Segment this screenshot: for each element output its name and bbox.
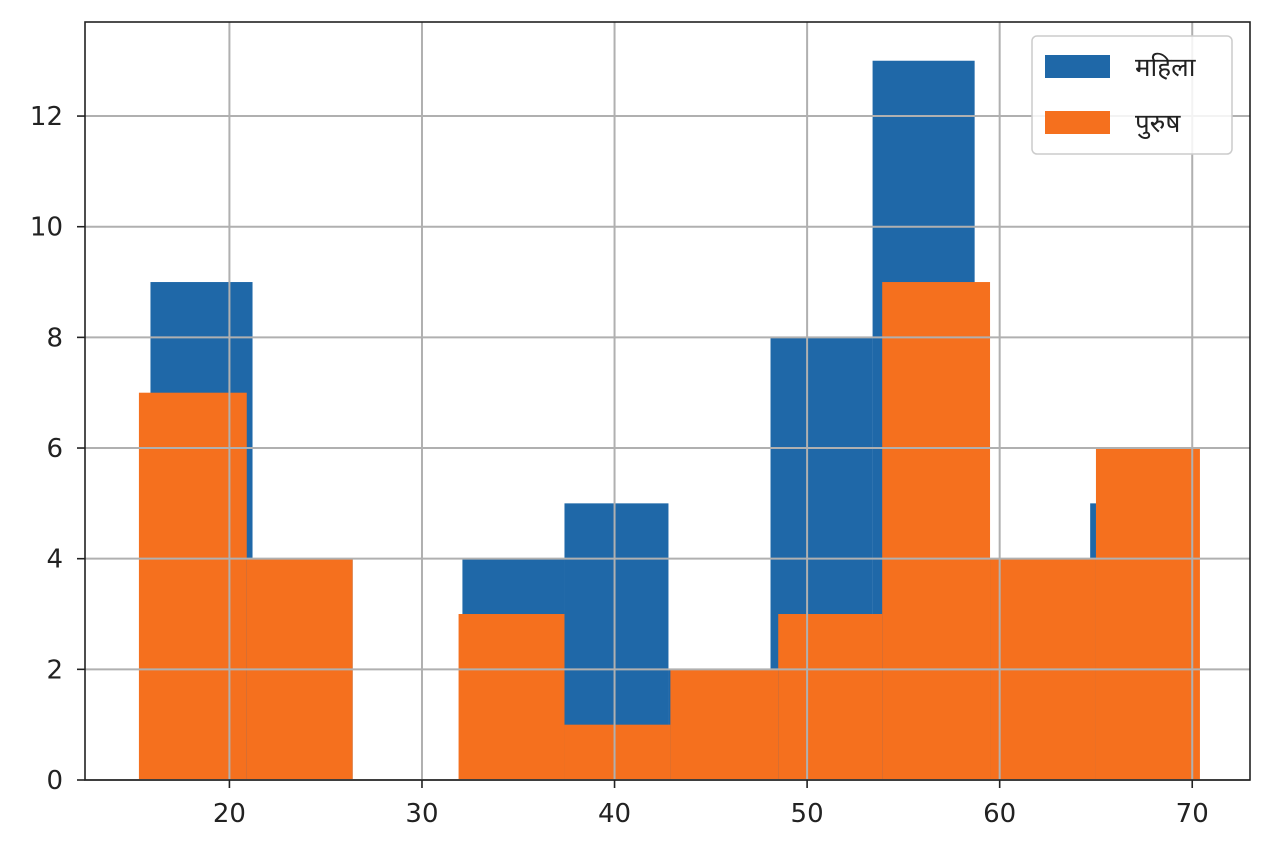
x-tick-label-4: 60	[983, 799, 1016, 829]
y-tick-label-5: 10	[30, 213, 63, 243]
legend-swatch-1	[1045, 111, 1110, 134]
x-tick-label-5: 70	[1176, 799, 1209, 829]
legend-label-1: पुरुष	[1135, 109, 1181, 139]
legend-swatch-0	[1045, 55, 1110, 78]
bar-series-1-bin-0	[138, 392, 247, 780]
x-tick-label-0: 20	[213, 799, 246, 829]
x-tick-label-2: 40	[598, 799, 631, 829]
bar-series-1-bin-5	[778, 614, 883, 780]
bar-series-1-bin-6	[882, 282, 991, 780]
x-tick-label-3: 50	[791, 799, 824, 829]
legend-box	[1031, 35, 1233, 155]
y-tick-label-1: 2	[46, 655, 63, 685]
x-tick-label-1: 30	[405, 799, 438, 829]
bar-series-1-bin-4	[670, 669, 779, 780]
y-tick-label-2: 4	[46, 545, 63, 575]
ticks-layer: 20 30 40 50 60 70 0 2 4 6 8 10 12	[30, 102, 1209, 829]
plot-frame	[84, 21, 1251, 781]
y-tick-label-0: 0	[46, 766, 63, 796]
y-tick-label-6: 12	[30, 102, 63, 132]
bar-series-1-bin-2	[458, 614, 565, 780]
bar-series-1-bin-8	[1095, 448, 1200, 780]
bars-layer	[138, 60, 1200, 781]
legend: महिला पुरुष	[1031, 35, 1233, 155]
y-tick-label-3: 6	[46, 434, 63, 464]
legend-label-0: महिला	[1135, 52, 1197, 83]
bar-series-1-bin-3	[564, 724, 671, 780]
y-tick-label-4: 8	[46, 323, 63, 353]
